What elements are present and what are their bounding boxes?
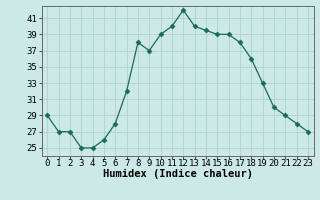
- X-axis label: Humidex (Indice chaleur): Humidex (Indice chaleur): [103, 169, 252, 179]
